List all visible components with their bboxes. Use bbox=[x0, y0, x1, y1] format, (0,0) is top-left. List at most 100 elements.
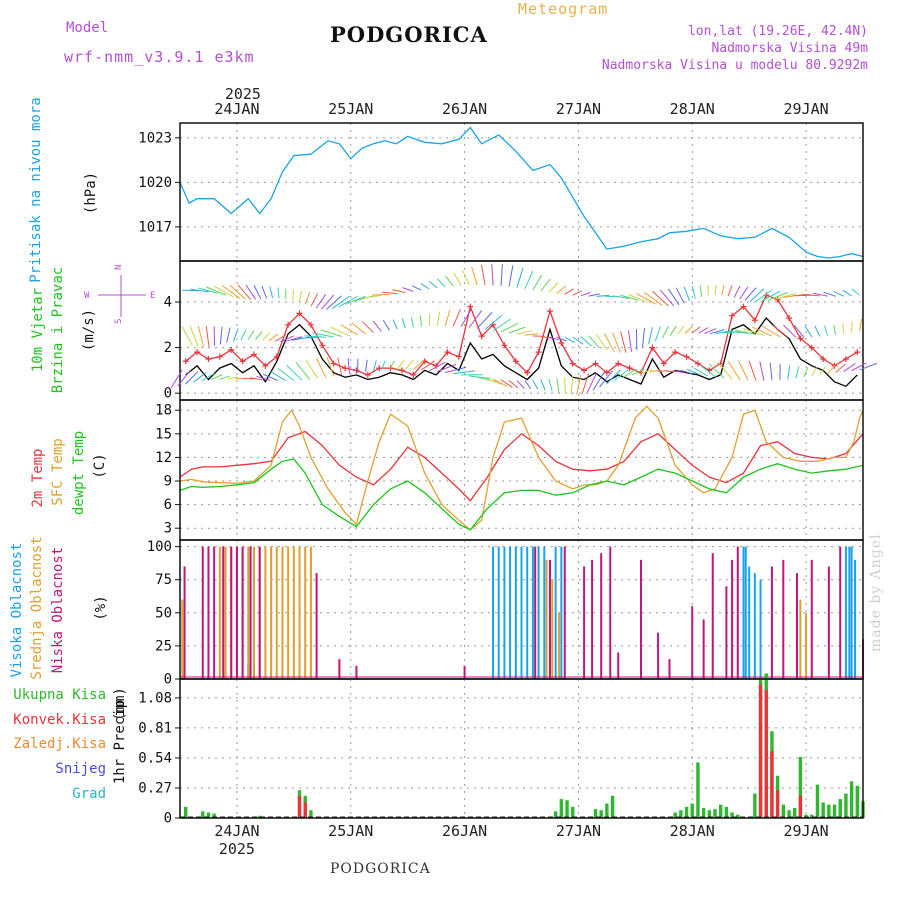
wind-arrow bbox=[761, 325, 781, 338]
y-tick-label: 1.08 bbox=[138, 690, 172, 706]
bar-cloud cover bbox=[537, 546, 540, 679]
precip-legend-item: Grad bbox=[72, 786, 106, 802]
y-tick-label: 18 bbox=[155, 403, 172, 419]
time-label-bottom: 28JAN bbox=[670, 822, 715, 840]
wind-arrow bbox=[228, 376, 239, 380]
gust-marker bbox=[751, 317, 758, 324]
y-tick-label: 3 bbox=[164, 521, 172, 537]
bar-precipitation bbox=[781, 804, 786, 818]
gust-marker bbox=[512, 358, 519, 365]
gust-marker bbox=[364, 371, 371, 378]
bar-cloud cover bbox=[657, 632, 660, 679]
wind-arrow bbox=[572, 290, 583, 296]
wind-arrow bbox=[274, 334, 287, 342]
wind-arrow bbox=[310, 293, 319, 307]
wind-arrow bbox=[437, 363, 457, 372]
bar-precipitation bbox=[599, 810, 603, 818]
wind-arrow bbox=[699, 285, 703, 297]
wind-arrow bbox=[365, 359, 368, 372]
wind-arrow bbox=[305, 359, 319, 379]
gust-marker bbox=[194, 349, 201, 356]
wind-arrow bbox=[453, 272, 462, 286]
wind-arrow bbox=[833, 290, 844, 297]
wind-arrow bbox=[564, 336, 575, 343]
ylabel-low-cloud: Niska Oblacnost bbox=[50, 547, 66, 673]
wind-arrow bbox=[304, 335, 326, 338]
bar-precipitation bbox=[770, 751, 774, 818]
wind-arrow bbox=[205, 325, 210, 347]
wind-arrow bbox=[802, 293, 820, 297]
wind-arrow bbox=[532, 380, 539, 390]
wind-arrow bbox=[185, 371, 199, 385]
wind-arrow bbox=[644, 292, 663, 306]
wind-arrow bbox=[581, 373, 590, 395]
panel-frame-pressure bbox=[179, 122, 864, 262]
elevation-label: Nadmorska Visina 49m bbox=[711, 41, 868, 56]
gust-marker bbox=[467, 303, 474, 310]
wind-arrow bbox=[548, 282, 559, 293]
precip-legend-item: Zaledj.Kisa bbox=[13, 736, 106, 752]
wind-arrow bbox=[742, 328, 765, 336]
wind-arrow bbox=[508, 265, 514, 287]
wind-arrow bbox=[622, 368, 637, 378]
bar-cloud cover bbox=[805, 612, 808, 679]
bar-cloud cover bbox=[548, 559, 551, 679]
bar-cloud cover bbox=[304, 546, 307, 679]
wind-arrow bbox=[659, 289, 675, 307]
y-tick-label: 0 bbox=[164, 386, 172, 402]
wind-arrow bbox=[516, 330, 533, 335]
bar-precipitation bbox=[690, 803, 694, 818]
bar-cloud cover bbox=[338, 659, 341, 679]
wind-arrow bbox=[693, 367, 709, 377]
wind-arrow bbox=[749, 288, 765, 302]
wind-arrow bbox=[748, 360, 757, 381]
gust-marker bbox=[740, 303, 747, 310]
wind-arrow bbox=[564, 288, 574, 295]
wind-arrow bbox=[596, 294, 610, 297]
bar-cloud cover bbox=[309, 546, 312, 679]
bar-precipitation bbox=[696, 762, 700, 818]
y-tick-label: 15 bbox=[155, 426, 172, 442]
bar-precipitation bbox=[764, 690, 768, 818]
y-tick-label: 100 bbox=[147, 539, 172, 555]
gust-marker bbox=[353, 367, 360, 374]
wind-arrow bbox=[280, 335, 295, 342]
wind-arrow bbox=[814, 325, 821, 337]
wind-arrow bbox=[261, 285, 268, 299]
wind-arrow bbox=[628, 294, 648, 303]
wind-arrow bbox=[219, 375, 231, 380]
wind-arrow bbox=[833, 324, 837, 335]
wind-arrow bbox=[586, 372, 598, 393]
station-title: PODGORICA bbox=[330, 22, 488, 47]
wind-arrow bbox=[326, 295, 342, 310]
credit-watermark: made by Angel bbox=[868, 533, 884, 653]
wind-arrow bbox=[295, 361, 311, 380]
wind-arrow bbox=[680, 369, 693, 375]
bar-precipitation bbox=[183, 806, 188, 818]
time-label-bottom: 25JAN bbox=[328, 822, 373, 840]
wind-arrow bbox=[842, 289, 852, 297]
wind-arrow bbox=[811, 366, 817, 377]
series-wind-gust bbox=[185, 294, 858, 376]
wind-arrow bbox=[548, 336, 559, 341]
bar-cloud cover bbox=[252, 546, 255, 679]
model-name: wrf-nmm_v3.9.1 e3km bbox=[64, 48, 255, 66]
wind-arrow bbox=[444, 309, 451, 327]
panel-frame-precipitation bbox=[179, 678, 864, 819]
gust-marker bbox=[660, 360, 667, 367]
bar-cloud cover bbox=[560, 546, 563, 679]
wind-arrow bbox=[648, 327, 653, 345]
bar-cloud cover bbox=[281, 546, 284, 679]
wind-arrow bbox=[221, 285, 241, 299]
gust-marker bbox=[216, 353, 223, 360]
bar-cloud cover bbox=[545, 559, 548, 679]
gust-marker bbox=[694, 360, 701, 367]
series-mslp bbox=[179, 126, 864, 259]
wind-arrow bbox=[420, 283, 430, 290]
bar-precipitation bbox=[684, 806, 689, 818]
wind-arrow bbox=[297, 336, 318, 339]
bar-cloud cover bbox=[617, 652, 620, 679]
bar-precipitation bbox=[798, 795, 803, 818]
wind-arrow bbox=[698, 327, 709, 334]
wind-arrow bbox=[631, 368, 645, 376]
